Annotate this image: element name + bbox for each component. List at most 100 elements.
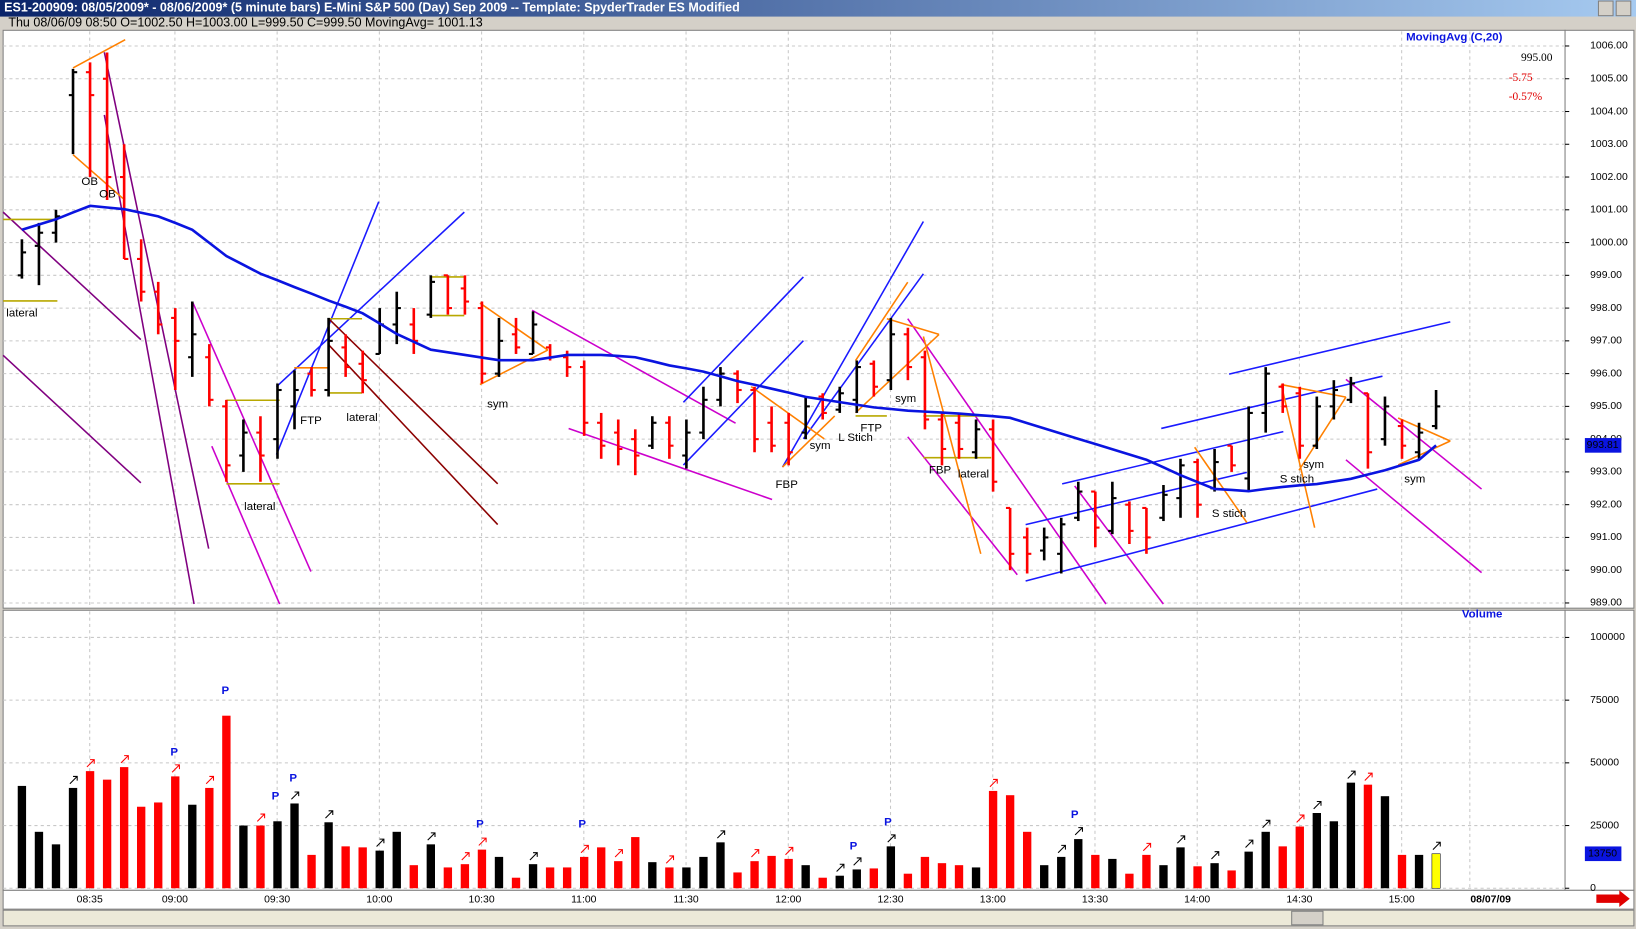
trendline	[2, 354, 142, 484]
time-axis	[2, 889, 1635, 910]
volume-bar	[188, 804, 197, 889]
volume-bar	[579, 856, 589, 889]
volume-bar	[562, 867, 572, 889]
annotation: OB	[99, 188, 116, 200]
volume-arrow	[1262, 819, 1271, 829]
volume-arrow	[836, 863, 845, 872]
volume-bar	[545, 867, 555, 889]
trendline	[479, 302, 549, 351]
next-date: 08/07/09	[1470, 895, 1511, 906]
trendline	[781, 415, 836, 468]
trendline	[275, 211, 465, 388]
volume-tag: 13750	[1588, 849, 1617, 860]
volume-bar	[1142, 854, 1151, 889]
trendline	[531, 309, 736, 424]
trendline	[328, 344, 499, 526]
annotation: lateral	[244, 501, 275, 513]
trendline	[1345, 459, 1483, 574]
annotation: S stich	[1212, 508, 1246, 520]
volume-bar	[631, 837, 640, 889]
volume-arrow	[171, 764, 180, 773]
volume-bar	[477, 849, 487, 889]
volume-bar	[1227, 870, 1236, 889]
s-button[interactable]	[1597, 0, 1614, 17]
volume-arrow	[1296, 814, 1305, 823]
annotation: lateral	[958, 468, 989, 480]
y-tick-label: 1003.00	[1590, 139, 1628, 150]
x-tick-label: 12:30	[877, 895, 903, 906]
trendline	[682, 276, 804, 403]
volume-bar	[1261, 831, 1270, 889]
volume-bar	[171, 776, 180, 889]
volume-arrow	[325, 810, 334, 819]
trendline	[1074, 485, 1164, 605]
volume-bar	[1295, 826, 1304, 889]
annotation: lateral	[6, 308, 37, 320]
y-tick-label: 996.00	[1590, 368, 1622, 379]
trendline	[750, 386, 825, 440]
volume-bar	[1414, 854, 1424, 889]
scroll-thumb[interactable]	[1291, 910, 1324, 926]
trendline	[855, 333, 940, 414]
scrollbar[interactable]	[2, 909, 1635, 927]
x-tick-label: 11:30	[673, 895, 699, 906]
volume-bar	[1380, 796, 1390, 889]
volume-bar	[1210, 863, 1219, 889]
x-tick-label: 08:35	[77, 895, 103, 906]
x-tick-label: 15:00	[1389, 895, 1415, 906]
volume-bar	[954, 865, 964, 889]
volume-signal: P	[476, 819, 484, 831]
volume-bar	[869, 868, 878, 889]
trendline	[2, 211, 142, 341]
volume-tag-box	[1584, 846, 1622, 862]
volume-bar	[1363, 784, 1373, 889]
annotation: sym	[1303, 459, 1324, 471]
volume-bar	[324, 822, 333, 889]
volume-bar	[920, 856, 930, 889]
volume-signal: P	[170, 746, 178, 758]
p-button[interactable]	[1615, 0, 1632, 17]
volume-arrow	[376, 838, 385, 847]
volume-arrow	[665, 855, 675, 864]
volume-bar	[648, 862, 657, 889]
volume-arrow	[69, 775, 78, 785]
annotation: L Stich	[838, 432, 873, 444]
volume-arrow	[1142, 842, 1152, 852]
x-tick-label: 12:00	[775, 895, 801, 906]
volume-bar	[835, 875, 844, 889]
volume-bar	[443, 867, 453, 889]
percent-change: -0.57%	[1509, 91, 1543, 103]
volume-arrow	[86, 759, 95, 768]
y-tick-label: 992.00	[1590, 499, 1622, 510]
volume-arrow	[1211, 851, 1220, 860]
volume-arrow	[751, 849, 760, 858]
volume-bar	[392, 831, 401, 889]
volume-arrow	[1177, 835, 1186, 844]
volume-bar	[1125, 873, 1134, 889]
volume-bar	[1329, 821, 1339, 889]
y-tick-label: 25000	[1590, 820, 1619, 831]
y-tick-label: 1001.00	[1590, 205, 1628, 216]
volume-arrow	[478, 837, 487, 846]
volume-bar	[665, 867, 674, 889]
trendline	[1161, 375, 1383, 430]
y-tick-label: 997.00	[1590, 336, 1622, 347]
trendline	[1298, 396, 1347, 471]
trendline	[886, 317, 940, 336]
trendline	[682, 340, 804, 466]
moving-average	[21, 204, 1437, 493]
volume-bar	[614, 861, 623, 889]
volume-bar	[426, 844, 436, 889]
volume-bar	[852, 869, 861, 889]
volume-signal: P	[578, 819, 586, 831]
scroll-right-arrow[interactable]	[1596, 890, 1630, 908]
volume-axis	[1564, 609, 1635, 891]
volume-bar	[1397, 854, 1407, 889]
volume-arrow	[989, 778, 998, 788]
annotation: lateral	[346, 412, 377, 424]
volume-bar	[1005, 795, 1015, 889]
volume-arrow	[529, 852, 538, 861]
volume-bar	[716, 842, 725, 889]
volume-bar	[750, 861, 759, 889]
